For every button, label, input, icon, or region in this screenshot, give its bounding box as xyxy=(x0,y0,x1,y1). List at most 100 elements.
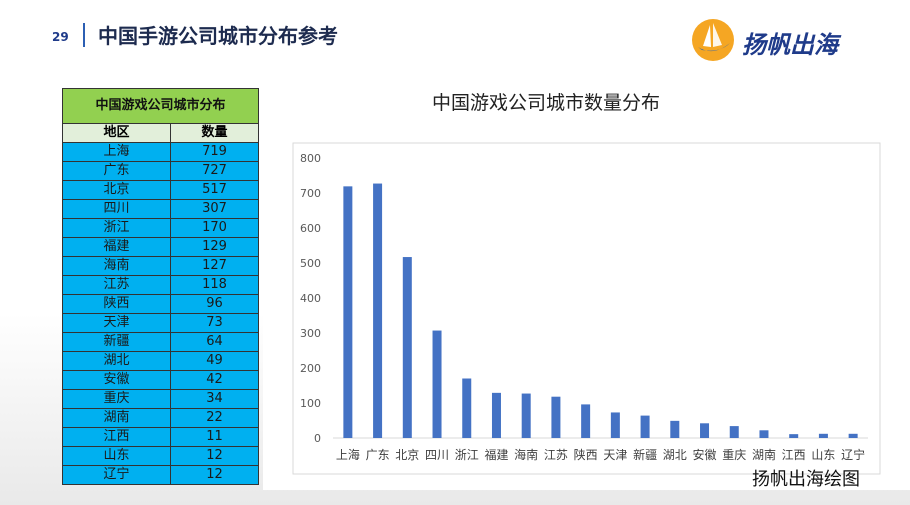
table-cell-region: 陕西 xyxy=(62,294,171,314)
x-tick-label: 江西 xyxy=(782,448,806,462)
table-cell-region: 福建 xyxy=(62,237,171,257)
x-tick-label: 山东 xyxy=(811,448,835,462)
x-tick-label: 陕西 xyxy=(574,447,598,462)
table-row: 湖北 49 xyxy=(62,351,260,371)
bar-湖北 xyxy=(670,420,680,438)
slide-title: 中国手游公司城市分布参考 xyxy=(98,24,338,48)
table-row: 重庆 34 xyxy=(62,389,260,409)
x-tick-label: 湖南 xyxy=(752,447,776,462)
bar-湖南 xyxy=(759,430,769,438)
table-row: 海南 127 xyxy=(62,256,260,276)
table-row: 新疆 64 xyxy=(62,332,260,352)
x-tick-label: 重庆 xyxy=(722,448,746,462)
bar-山东 xyxy=(818,433,828,438)
x-tick-label: 江苏 xyxy=(544,448,568,462)
x-tick-label: 新疆 xyxy=(633,447,657,462)
table-cell-region: 重庆 xyxy=(62,389,171,409)
y-tick-label: 800 xyxy=(300,152,321,165)
y-tick-label: 200 xyxy=(300,362,321,375)
y-tick-label: 400 xyxy=(300,292,321,305)
table-row: 江苏 118 xyxy=(62,275,260,295)
table-cell-region: 湖北 xyxy=(62,351,171,371)
x-tick-label: 北京 xyxy=(395,448,419,462)
table-cell-count: 719 xyxy=(169,142,260,162)
table-cell-region: 四川 xyxy=(62,199,171,219)
y-tick-label: 700 xyxy=(300,187,321,200)
y-tick-label: 300 xyxy=(300,327,321,340)
bar-陕西 xyxy=(581,404,591,438)
bar-重庆 xyxy=(729,426,739,438)
chart-title: 中国游戏公司城市数量分布 xyxy=(432,92,661,114)
table-cell-count: 96 xyxy=(169,294,260,314)
bar-天津 xyxy=(610,412,620,438)
bar-四川 xyxy=(432,330,442,438)
table-row: 福建 129 xyxy=(62,237,260,257)
table-cell-count: 12 xyxy=(169,465,260,485)
table-cell-count: 11 xyxy=(169,427,260,447)
table-cell-region: 江西 xyxy=(62,427,171,447)
x-tick-label: 上海 xyxy=(336,447,360,462)
table-cell-count: 73 xyxy=(169,313,260,333)
table-cell-region: 安徽 xyxy=(62,370,171,390)
bar-chart: 0100200300400500600700800上海 广东 北京 四川 浙江 福建 海南江… xyxy=(292,142,881,475)
x-tick-label: 广东 xyxy=(366,448,390,462)
chart-area: 0 100 200 300 400 500 600 700 800 上海 广东 北京 四川 浙江 福建 海南江… xyxy=(263,128,910,490)
table-row: 湖南 22 xyxy=(62,408,260,428)
y-tick-label: 600 xyxy=(300,222,321,235)
table-cell-count: 727 xyxy=(169,161,260,181)
x-tick-label: 辽宁 xyxy=(841,447,865,462)
table-cell-count: 12 xyxy=(169,446,260,466)
table-cell-region: 天津 xyxy=(62,313,171,333)
sail-logo-icon xyxy=(692,19,734,61)
table-cell-count: 34 xyxy=(169,389,260,409)
title-divider xyxy=(83,23,85,47)
table-row: 山东 12 xyxy=(62,446,260,466)
table-title: 中国游戏公司城市分布 xyxy=(61,88,260,124)
x-tick-label: 四川 xyxy=(425,448,449,462)
table-cell-count: 127 xyxy=(169,256,260,276)
table-row: 辽宁 12 xyxy=(62,465,260,485)
table-cell-count: 307 xyxy=(169,199,260,219)
bar-辽宁 xyxy=(848,433,858,438)
city-table: 中国游戏公司城市分布 地区 数量 上海 719 广东 727 北京 517 四川 307 浙江 1… xyxy=(61,88,260,485)
table-row: 上海 719 xyxy=(62,142,260,162)
table-cell-count: 118 xyxy=(169,275,260,295)
chart-watermark: 扬帆出海绘图 xyxy=(752,469,860,490)
x-tick-label: 海南 xyxy=(514,447,538,462)
table-row: 安徽 42 xyxy=(62,370,260,390)
table-row: 广东 727 xyxy=(62,161,260,181)
table-row: 江西 11 xyxy=(62,427,260,447)
table-cell-region: 湖南 xyxy=(62,408,171,428)
x-tick-label: 湖北 xyxy=(663,447,687,462)
table-cell-count: 22 xyxy=(169,408,260,428)
table-row: 四川 307 xyxy=(62,199,260,219)
table-cell-region: 海南 xyxy=(62,256,171,276)
bar-海南 xyxy=(521,393,531,438)
x-tick-label: 浙江 xyxy=(455,448,479,462)
table-cell-region: 广东 xyxy=(62,161,171,181)
table-cell-region: 山东 xyxy=(62,446,171,466)
bar-新疆 xyxy=(640,415,650,438)
bar-江西 xyxy=(789,434,799,438)
brand-logo-text: 扬帆出海 xyxy=(742,31,838,59)
bar-江苏 xyxy=(551,396,561,438)
table-row: 天津 73 xyxy=(62,313,260,333)
table-header-count: 数量 xyxy=(169,123,260,143)
table-cell-region: 上海 xyxy=(62,142,171,162)
brand-logo: 扬帆出海 xyxy=(690,17,890,65)
table-row: 浙江 170 xyxy=(62,218,260,238)
table-row: 陕西 96 xyxy=(62,294,260,314)
y-tick-label: 100 xyxy=(300,397,321,410)
table-cell-count: 49 xyxy=(169,351,260,371)
x-tick-label: 安徽 xyxy=(693,447,717,462)
table-cell-count: 517 xyxy=(169,180,260,200)
bar-上海 xyxy=(343,186,353,438)
table-row: 北京 517 xyxy=(62,180,260,200)
y-tick-label: 500 xyxy=(300,257,321,270)
bar-福建 xyxy=(491,392,501,438)
table-cell-region: 江苏 xyxy=(62,275,171,295)
table-cell-count: 129 xyxy=(169,237,260,257)
bar-广东 xyxy=(373,183,383,438)
page-number: 29 xyxy=(52,30,69,44)
y-tick-label: 0 xyxy=(314,432,321,445)
